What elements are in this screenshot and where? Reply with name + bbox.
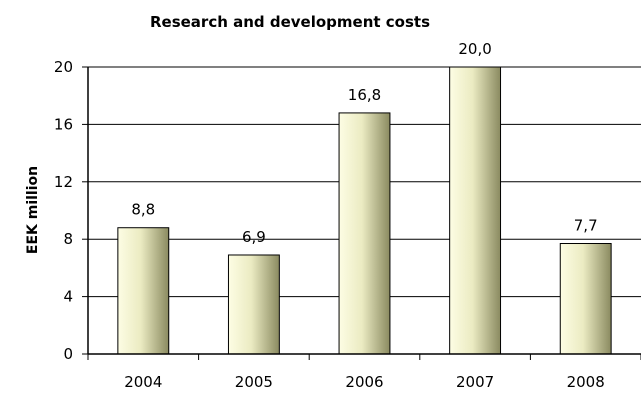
axes — [87, 67, 641, 360]
y-tick-label-8: 8 — [63, 230, 73, 248]
bar-2005 — [227, 254, 280, 355]
data-label-2006: 16,8 — [348, 86, 381, 104]
bar-2008 — [559, 243, 612, 355]
data-label-2004: 8,8 — [131, 201, 155, 219]
x-tick-label-2008: 2008 — [567, 373, 605, 391]
y-tick-label-20: 20 — [54, 58, 73, 76]
y-tick-labels: 0 4 8 12 16 20 — [54, 58, 88, 363]
x-tick-label-2006: 2006 — [345, 373, 383, 391]
bars — [117, 66, 612, 355]
bar-2007 — [449, 66, 502, 355]
y-tick-label-12: 12 — [54, 173, 73, 191]
data-label-2005: 6,9 — [242, 228, 266, 246]
bar-2004 — [117, 227, 170, 355]
data-label-2008: 7,7 — [574, 217, 598, 235]
x-tick-label-2005: 2005 — [235, 373, 273, 391]
y-tick-label-4: 4 — [63, 288, 73, 306]
y-tick-label-16: 16 — [54, 115, 73, 133]
data-label-2007: 20,0 — [458, 40, 491, 58]
bar-2006 — [338, 112, 391, 355]
y-tick-label-0: 0 — [63, 345, 73, 363]
x-tick-label-2007: 2007 — [456, 373, 494, 391]
data-labels: 8,8 6,9 16,8 20,0 7,7 — [131, 40, 597, 246]
chart-title: Research and development costs — [150, 13, 430, 31]
x-tick-labels: 2004 2005 2006 2007 2008 — [124, 373, 605, 391]
y-axis-label: EEK million — [25, 166, 41, 254]
x-tick-label-2004: 2004 — [124, 373, 162, 391]
